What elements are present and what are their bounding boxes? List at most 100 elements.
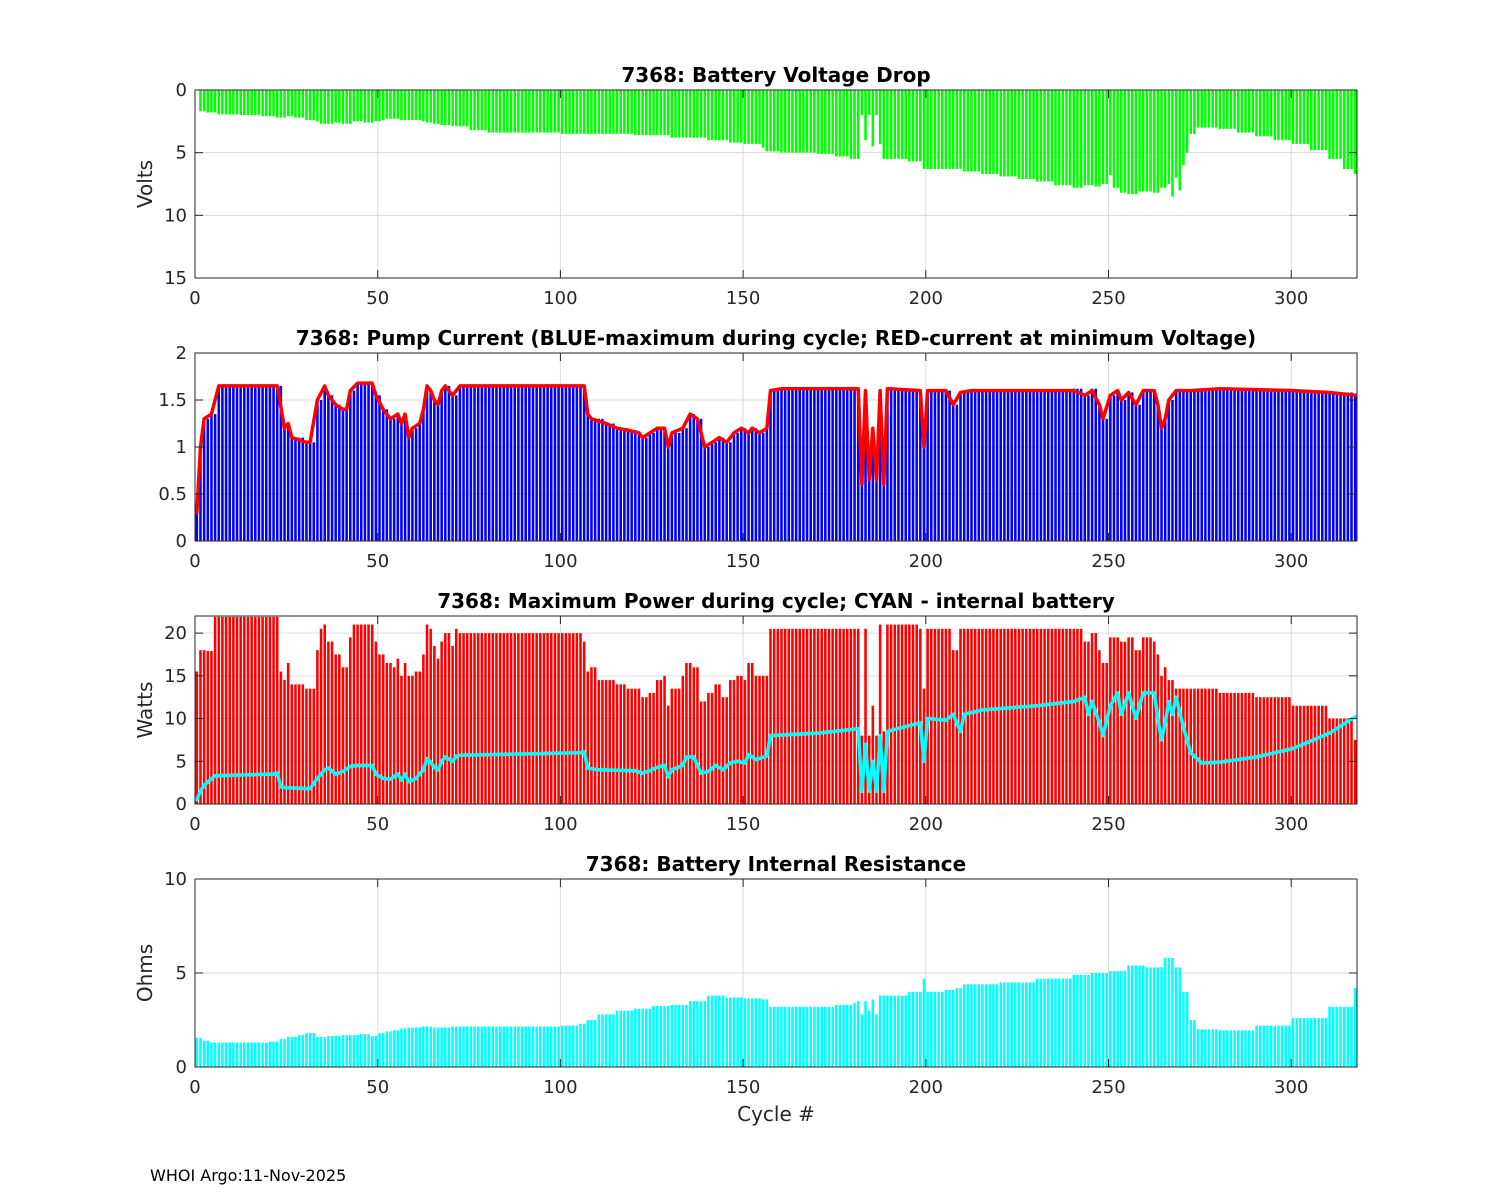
bar bbox=[301, 437, 305, 541]
bar bbox=[520, 90, 524, 133]
bar bbox=[809, 1006, 812, 1067]
bar bbox=[1120, 641, 1123, 804]
bar bbox=[1262, 697, 1266, 804]
bar bbox=[791, 628, 794, 804]
bar bbox=[1178, 967, 1182, 1067]
bar bbox=[623, 428, 626, 541]
y-tick-label: 15 bbox=[164, 666, 187, 687]
bar bbox=[217, 385, 221, 541]
bar bbox=[520, 385, 524, 541]
bar bbox=[893, 90, 897, 159]
bar bbox=[297, 90, 301, 118]
bar bbox=[882, 484, 886, 541]
bar bbox=[1079, 388, 1083, 541]
bar bbox=[509, 385, 513, 541]
bar bbox=[736, 90, 739, 143]
bar bbox=[454, 628, 458, 804]
bar bbox=[243, 1042, 246, 1067]
bar bbox=[959, 392, 962, 541]
bar bbox=[257, 616, 261, 804]
bar bbox=[988, 390, 992, 541]
bar bbox=[374, 641, 378, 804]
bar bbox=[729, 680, 732, 804]
bar bbox=[308, 688, 312, 804]
bar bbox=[1258, 388, 1262, 541]
bar bbox=[243, 385, 246, 541]
bar bbox=[575, 385, 579, 541]
bar bbox=[286, 423, 290, 541]
bar bbox=[802, 388, 805, 541]
bar bbox=[824, 628, 827, 804]
bar bbox=[341, 409, 345, 541]
bar bbox=[612, 680, 615, 804]
bar bbox=[1152, 390, 1156, 541]
bar bbox=[1120, 400, 1123, 541]
bar bbox=[820, 388, 823, 541]
y-tick-label: 10 bbox=[164, 709, 187, 730]
bar bbox=[560, 633, 564, 804]
bar bbox=[1193, 390, 1196, 541]
bar bbox=[323, 385, 326, 541]
bar bbox=[221, 90, 224, 115]
bar bbox=[272, 385, 275, 541]
bar bbox=[264, 616, 268, 804]
bar bbox=[937, 390, 940, 541]
bar bbox=[327, 90, 330, 124]
bar bbox=[1211, 390, 1214, 541]
bar bbox=[1127, 90, 1130, 195]
bar bbox=[783, 1006, 787, 1067]
x-tick-label: 300 bbox=[1274, 1077, 1308, 1098]
bar bbox=[1163, 90, 1167, 188]
bar bbox=[992, 390, 995, 541]
bar bbox=[597, 90, 601, 134]
bar bbox=[732, 432, 736, 541]
bar bbox=[637, 90, 641, 136]
bar bbox=[319, 90, 323, 124]
bar bbox=[604, 423, 608, 541]
bar bbox=[1098, 90, 1101, 187]
bar bbox=[239, 1042, 242, 1067]
x-tick-label: 300 bbox=[1274, 814, 1308, 835]
bar bbox=[297, 437, 301, 541]
bar bbox=[517, 385, 520, 541]
bar bbox=[853, 628, 856, 804]
bar bbox=[1130, 90, 1134, 195]
bar bbox=[977, 628, 981, 804]
bar bbox=[992, 90, 995, 174]
bar bbox=[283, 680, 286, 804]
bar bbox=[736, 432, 739, 541]
bar bbox=[962, 984, 966, 1067]
bar bbox=[718, 684, 721, 804]
bar bbox=[1079, 974, 1083, 1067]
bar bbox=[1196, 90, 1200, 128]
bar bbox=[615, 428, 619, 541]
bar bbox=[688, 90, 692, 138]
bar bbox=[940, 390, 944, 541]
bar bbox=[1207, 688, 1211, 804]
bar bbox=[1068, 978, 1072, 1067]
bar bbox=[498, 1026, 502, 1067]
bar bbox=[422, 1026, 425, 1067]
bar bbox=[239, 616, 242, 804]
bar bbox=[962, 90, 966, 172]
bar bbox=[272, 90, 275, 117]
bar bbox=[593, 418, 597, 541]
bar bbox=[283, 1038, 286, 1067]
bar bbox=[1046, 390, 1050, 541]
bar bbox=[513, 633, 517, 804]
bar bbox=[886, 90, 889, 159]
bar bbox=[374, 1035, 378, 1067]
bar bbox=[1017, 390, 1021, 541]
bar bbox=[553, 1026, 557, 1067]
bar bbox=[919, 390, 922, 541]
bar bbox=[1057, 390, 1061, 541]
bar bbox=[619, 1010, 622, 1067]
bar bbox=[1236, 692, 1240, 804]
bar bbox=[487, 1026, 491, 1067]
bar bbox=[243, 90, 246, 116]
bar bbox=[524, 1026, 527, 1067]
bar bbox=[816, 388, 820, 541]
bar bbox=[984, 390, 988, 541]
bar bbox=[217, 90, 221, 115]
bar bbox=[345, 667, 348, 804]
